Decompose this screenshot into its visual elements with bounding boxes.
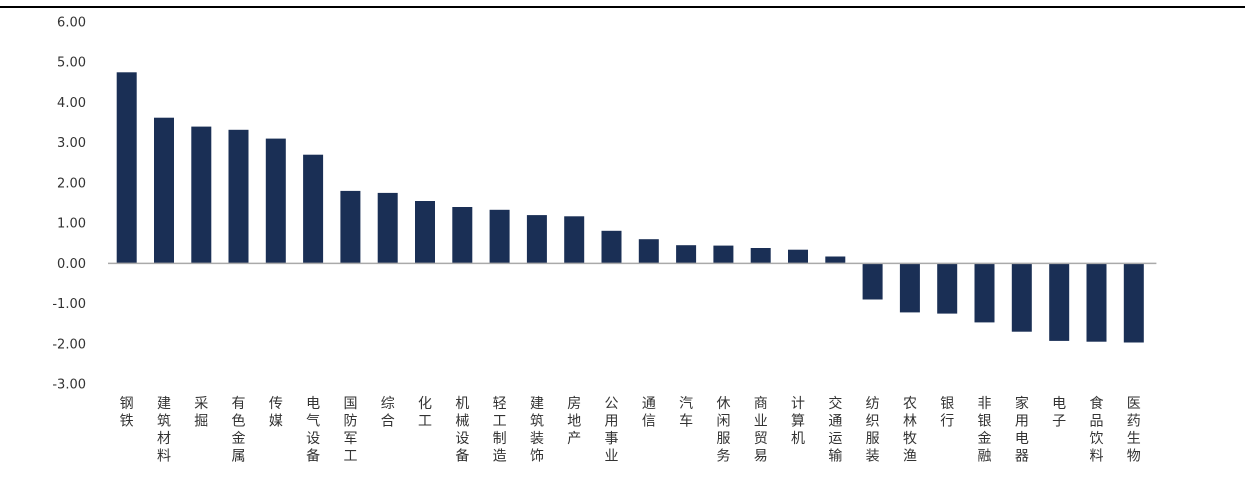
y-tick-label: 4.00	[57, 96, 86, 111]
y-tick-label: 2.00	[57, 176, 86, 191]
x-tick-label: 电气设备	[306, 396, 320, 465]
bar	[1011, 263, 1032, 332]
x-tick-label: 食品饮料	[1089, 395, 1103, 465]
x-tick-label: 纺织服装	[866, 396, 880, 465]
bar	[862, 263, 883, 300]
bar	[191, 126, 212, 264]
y-tick-label: 5.00	[57, 56, 86, 71]
x-tick-label: 钢铁	[120, 396, 134, 430]
bar	[1123, 263, 1144, 343]
y-tick-label: -2.00	[52, 337, 86, 352]
bar	[1049, 263, 1070, 341]
bar	[788, 249, 808, 264]
y-tick-label: 1.00	[57, 217, 86, 232]
bar	[750, 248, 771, 264]
bar	[228, 129, 249, 264]
x-tick-label: 化工	[418, 396, 432, 430]
x-tick-label: 银行	[940, 396, 954, 430]
x-tick-label: 休闲服务	[716, 396, 730, 465]
bar	[340, 190, 361, 264]
x-tick-label: 电子	[1052, 396, 1066, 430]
bar	[825, 256, 846, 264]
bar	[265, 138, 286, 264]
x-tick-label: 计算机	[791, 396, 805, 447]
x-tick-label: 非银金融	[978, 396, 992, 465]
bar	[116, 72, 137, 264]
x-tick-label: 商业贸易	[754, 396, 768, 465]
x-tick-label: 机械设备	[455, 396, 469, 465]
bar	[1086, 263, 1107, 342]
bars	[116, 72, 1144, 343]
bar	[638, 239, 659, 264]
bar	[899, 263, 920, 313]
bar	[713, 245, 734, 264]
bar	[937, 263, 958, 314]
x-tick-label: 房地产	[567, 396, 581, 447]
y-tick-label: 0.00	[57, 257, 86, 272]
bar	[303, 154, 324, 264]
x-tick-label: 建筑材料	[157, 396, 171, 465]
bar	[526, 215, 547, 264]
bar	[154, 117, 174, 264]
x-tick-label: 轻工制造	[493, 396, 507, 465]
bar	[676, 245, 697, 264]
y-tick-label: 3.00	[57, 136, 86, 151]
x-tick-label: 采掘	[194, 396, 208, 430]
x-tick-label: 综合	[381, 396, 395, 430]
x-tick-label: 公用事业	[605, 396, 619, 465]
bar	[974, 263, 995, 323]
x-tick-label: 农林牧渔	[903, 396, 917, 465]
x-tick-label: 传媒	[269, 396, 283, 430]
bar	[564, 216, 585, 264]
x-tick-label: 建筑装饰	[530, 396, 544, 465]
x-tick-label: 国防军工	[343, 396, 357, 465]
bar	[601, 230, 622, 264]
top-rule	[0, 6, 1245, 8]
x-tick-label: 有色金属	[232, 396, 246, 465]
x-tick-label: 家用电器	[1015, 395, 1029, 465]
y-axis-ticks: 6.00 5.00 4.00 3.00 2.00 1.00 0.00 -1.00 -2.00 -3…	[52, 16, 86, 393]
bar	[452, 207, 473, 264]
bar	[489, 209, 510, 264]
x-tick-label: 通信	[642, 396, 656, 430]
x-tick-label: 医药生物	[1127, 396, 1141, 465]
x-tick-label: 汽车	[679, 396, 693, 430]
bar	[377, 192, 398, 264]
x-tick-label: 交通运输	[828, 395, 842, 465]
y-tick-label: -3.00	[52, 378, 86, 393]
y-tick-label: 6.00	[57, 16, 86, 31]
bar	[415, 201, 435, 264]
y-tick-label: -1.00	[52, 297, 86, 312]
